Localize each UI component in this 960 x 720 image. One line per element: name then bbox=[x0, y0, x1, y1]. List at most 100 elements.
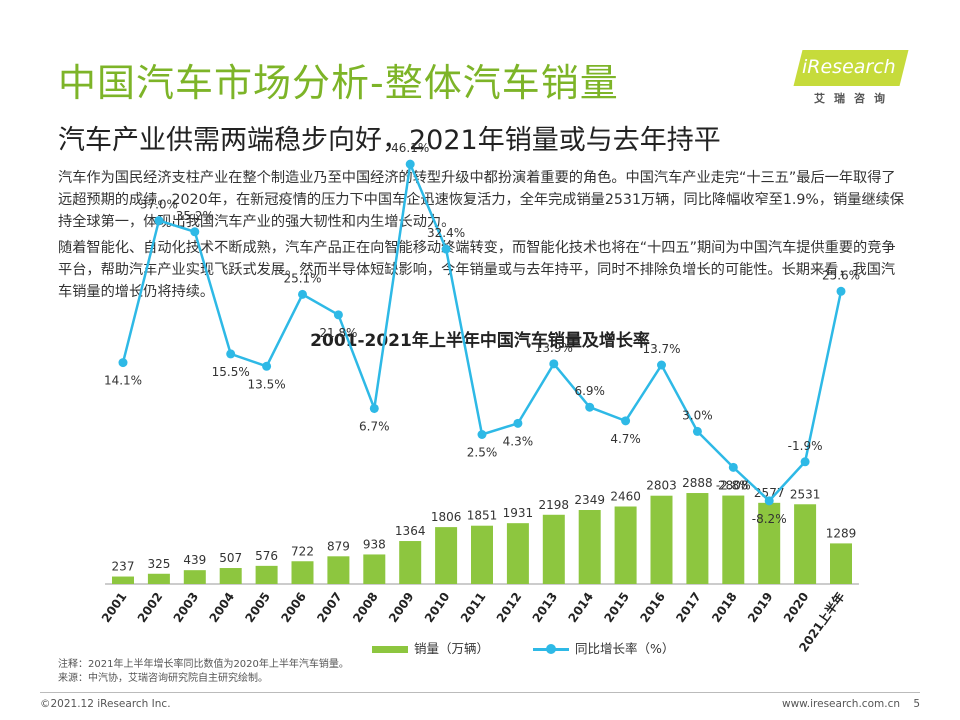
growth-value-label: 25.1% bbox=[283, 271, 321, 285]
growth-value-label: 15.5% bbox=[212, 365, 250, 379]
x-tick-label: 2008 bbox=[350, 590, 381, 625]
bar bbox=[147, 573, 170, 584]
growth-value-label: 25.6% bbox=[822, 268, 860, 282]
growth-point bbox=[441, 244, 451, 254]
chart-title: 2001-2021年上半年中国汽车销量及增长率 bbox=[310, 331, 650, 351]
bar bbox=[506, 523, 529, 584]
x-tick-label: 2011 bbox=[458, 590, 489, 625]
bar bbox=[650, 495, 673, 584]
bar bbox=[471, 525, 493, 584]
bar-value-label: 1931 bbox=[503, 506, 534, 520]
bar-value-label: 1289 bbox=[826, 526, 857, 540]
x-tick-label: 2003 bbox=[171, 590, 202, 625]
bar bbox=[112, 576, 134, 584]
growth-point bbox=[836, 286, 846, 296]
logo-subtext: 艾瑞咨询 bbox=[814, 92, 894, 105]
growth-value-label: 13.7% bbox=[642, 342, 680, 356]
bar bbox=[578, 510, 601, 584]
growth-value-label: 21.8% bbox=[319, 326, 357, 340]
growth-value-label: 32.4% bbox=[427, 226, 465, 240]
growth-point bbox=[226, 349, 236, 359]
bar-value-label: 325 bbox=[147, 557, 170, 571]
body-paragraph-2: 随着智能化、自动化技术不断成熟，汽车产品正在向智能移动终端转变，而智能化技术也将… bbox=[58, 240, 896, 300]
x-tick-label: 2014 bbox=[566, 590, 597, 625]
bar-value-label: 2577 bbox=[754, 486, 785, 500]
growth-value-label: 35.2% bbox=[176, 209, 214, 223]
x-tick-label: 2013 bbox=[530, 590, 561, 625]
growth-value-label: 2.5% bbox=[467, 446, 498, 460]
x-tick-label: 2012 bbox=[494, 590, 525, 625]
logo-text: iResearch bbox=[802, 56, 896, 78]
legend-item-sales: 销量（万辆） bbox=[372, 638, 489, 657]
bar-value-label: 1364 bbox=[395, 524, 426, 538]
note-line: 注释：2021年上半年增长率同比数值为2020年上半年汽车销量。 bbox=[58, 659, 349, 670]
growth-value-label: 3.0% bbox=[682, 408, 713, 422]
x-tick-label: 2001 bbox=[99, 590, 130, 625]
growth-point bbox=[477, 430, 487, 439]
legend-line-swatch bbox=[533, 644, 569, 654]
legend-label-growth: 同比增长率（%） bbox=[575, 641, 675, 656]
growth-value-label: 4.3% bbox=[503, 434, 534, 448]
growth-value-label: -8.2% bbox=[752, 512, 787, 526]
x-tick-label: 2005 bbox=[242, 590, 273, 625]
bar-value-label: 1851 bbox=[467, 509, 498, 523]
page-number: 5 bbox=[913, 698, 920, 710]
x-tick-label: 2016 bbox=[637, 590, 668, 625]
growth-value-label: 4.7% bbox=[610, 432, 641, 446]
x-tick-label: 2019 bbox=[745, 590, 776, 625]
growth-point bbox=[513, 418, 523, 428]
page-title: 中国汽车市场分析-整体汽车销量 bbox=[58, 61, 619, 105]
bar bbox=[327, 556, 350, 584]
bar-value-label: 2349 bbox=[574, 493, 605, 507]
bar-value-label: 2198 bbox=[539, 498, 570, 512]
growth-value-label: 6.7% bbox=[359, 419, 390, 433]
bar-value-label: 2803 bbox=[646, 479, 677, 493]
page-subtitle: 汽车产业供需两端稳步向好，2021年销量或与去年持平 bbox=[58, 125, 721, 156]
growth-point bbox=[154, 216, 164, 226]
growth-point bbox=[369, 403, 379, 413]
growth-point bbox=[190, 227, 200, 237]
chart-notes: 注释：2021年上半年增长率同比数值为2020年上半年汽车销量。 来源：中汽协，… bbox=[58, 658, 349, 686]
bar-value-label: 439 bbox=[183, 553, 206, 567]
x-tick-label: 2018 bbox=[709, 590, 740, 625]
bar-value-label: 722 bbox=[291, 544, 314, 558]
growth-value-label: -1.9% bbox=[788, 439, 823, 453]
bar bbox=[794, 504, 817, 584]
bar-value-label: 938 bbox=[363, 537, 386, 551]
growth-point bbox=[728, 462, 738, 472]
legend-label-sales: 销量（万辆） bbox=[414, 641, 490, 656]
growth-point bbox=[118, 358, 128, 368]
bar bbox=[830, 543, 852, 584]
bar bbox=[686, 493, 709, 584]
bar bbox=[363, 554, 386, 584]
bar bbox=[399, 541, 422, 584]
bar bbox=[183, 570, 206, 584]
x-tick-label: 2017 bbox=[673, 590, 704, 625]
growth-point bbox=[764, 496, 774, 506]
x-tick-label: 2009 bbox=[386, 590, 417, 625]
growth-point bbox=[333, 310, 343, 320]
growth-value-label: -2.8% bbox=[716, 478, 751, 492]
legend-bar-swatch bbox=[372, 646, 408, 653]
bar-value-label: 2888 bbox=[682, 476, 713, 490]
growth-point bbox=[800, 457, 810, 467]
bar-value-label: 507 bbox=[219, 551, 242, 565]
growth-point bbox=[692, 426, 702, 436]
bar-value-label: 576 bbox=[255, 549, 278, 563]
bar-value-label: 237 bbox=[112, 560, 135, 574]
x-tick-label: 2002 bbox=[135, 590, 166, 625]
bar-value-label: 879 bbox=[327, 539, 350, 553]
growth-point bbox=[549, 359, 559, 369]
growth-point bbox=[298, 289, 307, 299]
growth-value-label: 6.9% bbox=[574, 384, 605, 398]
growth-value-label: 14.1% bbox=[104, 374, 142, 388]
bar-value-label: 1806 bbox=[431, 510, 462, 524]
x-tick-label: 2006 bbox=[278, 590, 309, 625]
footer-website: www.iresearch.com.cn bbox=[781, 698, 900, 710]
bar bbox=[219, 568, 242, 584]
bar bbox=[542, 514, 565, 584]
x-tick-label: 2020 bbox=[781, 590, 812, 625]
bar bbox=[722, 495, 745, 584]
x-tick-label: 2004 bbox=[207, 590, 238, 625]
growth-value-label: 46.1% bbox=[391, 141, 429, 155]
